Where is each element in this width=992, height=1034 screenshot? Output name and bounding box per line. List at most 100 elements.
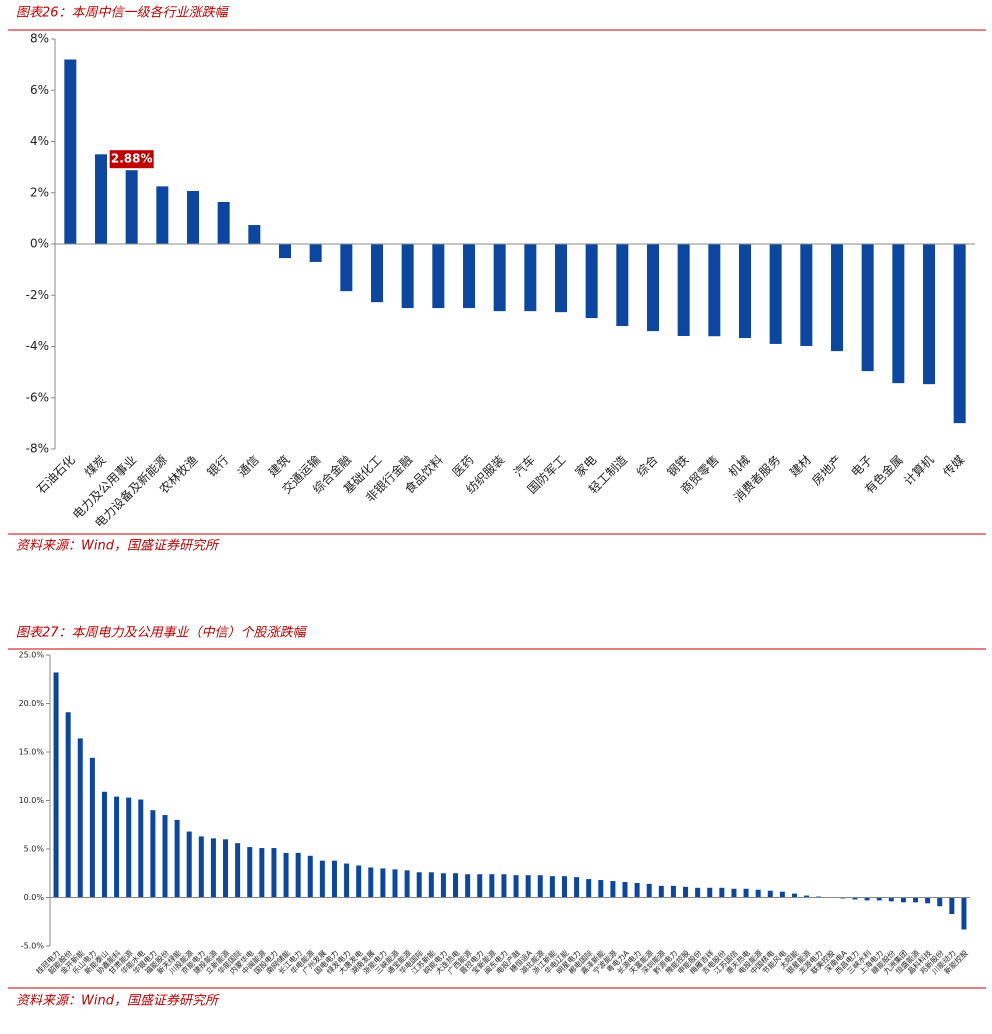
bar <box>677 244 690 336</box>
bar <box>892 244 905 384</box>
data-label: 2.88% <box>111 152 153 166</box>
bar <box>392 869 398 898</box>
y-tick-label: 2% <box>30 185 49 199</box>
bar <box>658 885 664 898</box>
y-tick-label: -2% <box>26 288 49 302</box>
bar <box>634 882 640 898</box>
bar <box>574 877 580 898</box>
bar <box>876 897 882 901</box>
y-tick-label: 5.0% <box>24 845 45 854</box>
x-tick-label: 传媒 <box>940 452 968 480</box>
bar <box>852 897 858 900</box>
data-label-box <box>109 150 154 169</box>
bar <box>561 876 567 898</box>
bar <box>247 847 253 898</box>
bar <box>864 897 870 901</box>
y-tick-label: 0% <box>30 237 49 251</box>
bar <box>537 875 543 898</box>
x-tick-label: 医药 <box>450 453 477 480</box>
bar <box>453 873 459 898</box>
bar <box>767 890 773 898</box>
bar <box>344 863 350 898</box>
bar <box>524 244 537 312</box>
bar <box>791 893 797 898</box>
bar <box>707 887 713 898</box>
bar <box>861 244 874 372</box>
y-tick-label: 25.0% <box>19 651 45 660</box>
bar <box>248 225 261 244</box>
bar <box>95 154 107 244</box>
bar <box>598 880 604 898</box>
bar <box>174 819 180 898</box>
y-tick-label: 15.0% <box>19 748 45 757</box>
y-tick-label: -6% <box>26 390 49 404</box>
bar <box>513 875 519 898</box>
bar <box>162 815 168 898</box>
bar <box>401 244 414 309</box>
bar <box>670 885 676 898</box>
x-tick-label: 电子 <box>848 453 875 480</box>
bar <box>585 244 598 319</box>
bar <box>380 868 386 898</box>
bar <box>125 170 138 244</box>
y-tick-label: -5.0% <box>21 942 45 951</box>
bar <box>356 865 362 898</box>
bar <box>913 897 919 903</box>
bar <box>708 244 721 337</box>
bar <box>610 881 616 898</box>
bar <box>888 897 894 902</box>
bar <box>65 712 71 898</box>
bar <box>804 895 810 898</box>
chart-title: 图表27：本周电力及公用事业（中信）个股涨跌幅 <box>16 625 308 641</box>
y-tick-label: 0.0% <box>24 893 45 902</box>
bar <box>217 201 230 244</box>
bar <box>695 887 701 898</box>
bar <box>307 855 313 898</box>
chart-title: 图表26：本周中信一级各行业涨跌幅 <box>16 5 230 21</box>
x-tick-label: 综合 <box>633 452 661 480</box>
bar <box>210 838 216 898</box>
y-tick-label: -4% <box>26 339 49 353</box>
bar <box>223 839 229 898</box>
bar <box>138 799 144 898</box>
x-tick-label: 钢铁 <box>664 453 691 480</box>
bar <box>622 881 628 898</box>
bar <box>683 886 689 898</box>
bar <box>271 848 277 898</box>
bar <box>126 797 132 898</box>
bar <box>371 244 383 303</box>
y-tick-label: 20.0% <box>19 699 45 708</box>
bar <box>432 244 445 309</box>
bar <box>279 244 291 259</box>
bar <box>549 876 555 898</box>
bar <box>295 852 301 898</box>
bar <box>923 244 935 385</box>
x-tick-label: 家电 <box>572 452 600 480</box>
bar <box>114 796 120 898</box>
x-tick-label: 石油石化 <box>34 453 78 497</box>
bar <box>831 244 843 352</box>
bar <box>463 244 475 309</box>
bar <box>89 757 95 898</box>
y-tick-label: 10.0% <box>19 796 45 805</box>
bar <box>743 888 749 898</box>
bar <box>953 244 966 424</box>
x-tick-label: 房地产 <box>809 452 845 488</box>
bar <box>779 891 785 898</box>
bar <box>755 889 761 898</box>
source: 资料来源：Wind，国盛证券研究所 <box>16 993 220 1009</box>
bar <box>647 244 659 332</box>
bar <box>101 791 107 898</box>
x-tick-label: 建筑 <box>265 452 293 480</box>
bar <box>900 897 906 903</box>
bar <box>187 190 199 244</box>
bar <box>440 873 446 898</box>
y-tick-label: 6% <box>30 83 49 97</box>
x-tick-label: 机械 <box>725 452 753 480</box>
x-tick-label: 计算机 <box>901 452 937 488</box>
bar <box>489 874 495 898</box>
bar <box>64 59 77 244</box>
bar <box>731 888 737 898</box>
bar <box>198 836 204 898</box>
